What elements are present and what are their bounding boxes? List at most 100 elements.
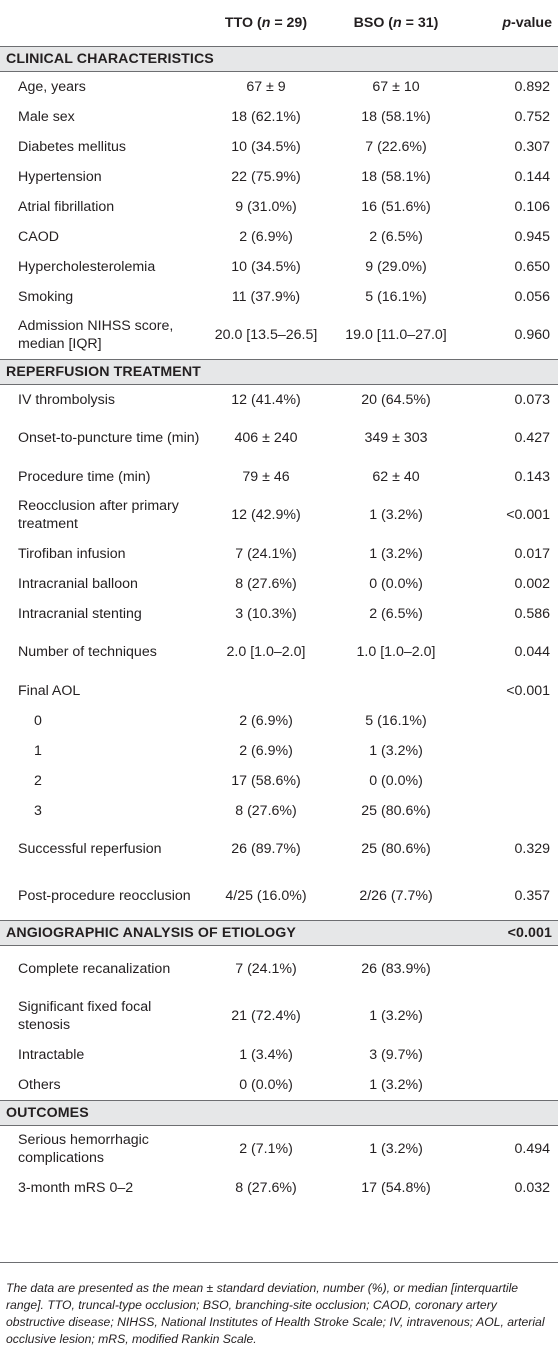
row-label: 2: [34, 772, 42, 789]
tto-value: 22 (75.9%): [231, 168, 301, 185]
row-label: Significant fixed focal stenosis: [18, 999, 152, 1033]
p-value: 0.650: [514, 258, 550, 275]
table-row: Onset-to-puncture time (min) 406 ± 240 349…: [0, 415, 558, 462]
table-row: Smoking 11 (37.9%) 5 (16.1%) 0.056: [0, 282, 558, 312]
bso-value: 19.0 [11.0–27.0]: [345, 327, 447, 343]
row-label: Successful reperfusion: [18, 841, 162, 857]
row-label: Atrial fibrillation: [18, 198, 115, 215]
header-row: TTO (n = 29) BSO (n = 31) p-value: [0, 0, 558, 47]
bso-value: 1.0 [1.0–2.0]: [356, 644, 436, 660]
p-value: 0.032: [514, 1179, 550, 1196]
p-value: 0.073: [514, 391, 550, 408]
bso-value: 3 (9.7%): [369, 1046, 423, 1063]
p-value: 0.307: [514, 138, 550, 155]
tto-value: 67 ± 9: [246, 78, 286, 95]
bso-value: 5 (16.1%): [365, 288, 427, 305]
tto-value: 21 (72.4%): [231, 1008, 301, 1024]
tto-value: 11 (37.9%): [231, 288, 301, 305]
p-value: 0.892: [514, 78, 550, 95]
table-row: IV thrombolysis 12 (41.4%) 20 (64.5%) 0.073: [0, 384, 558, 415]
table-row: Admission NIHSS score, median [IQR] 20.0 …: [0, 312, 558, 360]
tto-value: 406 ± 240: [234, 430, 298, 446]
p-value: 0.106: [514, 198, 550, 215]
p-value: [460, 706, 558, 736]
p-value: 0.017: [514, 545, 550, 562]
section-p-value: [460, 358, 558, 385]
table-footnote: The data are presented as the mean ± sta…: [6, 1281, 545, 1346]
table-row: Final AOL <0.001: [0, 676, 558, 706]
bso-value: 1 (3.2%): [369, 1141, 423, 1157]
row-label: Post-procedure reocclusion: [18, 888, 191, 904]
table-row: Male sex 18 (62.1%) 18 (58.1%) 0.752: [0, 102, 558, 132]
table-row: Procedure time (min) 79 ± 46 62 ± 40 0.143: [0, 462, 558, 492]
table-row: Hypertension 22 (75.9%) 18 (58.1%) 0.144: [0, 162, 558, 192]
row-label: Male sex: [18, 108, 75, 125]
bso-value: 26 (83.9%): [361, 961, 431, 977]
bso-value: 1 (3.2%): [369, 1076, 423, 1093]
row-label: Others: [18, 1076, 61, 1093]
table-row: Post-procedure reocclusion 4/25 (16.0%) 2/…: [0, 873, 558, 921]
tto-value: 26 (89.7%): [231, 841, 301, 857]
bso-value: 0 (0.0%): [369, 575, 423, 592]
table-row: Others 0 (0.0%) 1 (3.2%): [0, 1070, 558, 1101]
row-label: 1: [34, 742, 42, 759]
section-p-value: [460, 1099, 558, 1126]
p-value: 0.945: [514, 228, 550, 245]
tto-value: 20.0 [13.5–26.5]: [214, 327, 318, 343]
row-label: IV thrombolysis: [18, 391, 115, 408]
header-variable: [0, 0, 200, 47]
row-label: Intracranial stenting: [18, 605, 142, 622]
bso-value: 18 (58.1%): [361, 108, 431, 125]
row-label: Diabetes mellitus: [18, 138, 127, 155]
p-value: 0.144: [514, 168, 550, 185]
tto-value: 10 (34.5%): [231, 258, 301, 275]
p-value: 0.044: [514, 644, 550, 660]
header-bso: BSO (n = 31): [332, 0, 460, 47]
table-row: Atrial fibrillation 9 (31.0%) 16 (51.6%) 0.…: [0, 192, 558, 222]
tto-value: 10 (34.5%): [231, 138, 301, 155]
section-title: ANGIOGRAPHIC ANALYSIS OF ETIOLOGY: [0, 919, 460, 946]
tto-value: 7 (24.1%): [235, 545, 297, 562]
tto-value: 2 (7.1%): [239, 1141, 293, 1157]
row-label: Smoking: [18, 288, 74, 305]
row-label: 3: [34, 802, 42, 819]
table-row: 1 2 (6.9%) 1 (3.2%): [0, 736, 558, 766]
row-label: Number of techniques: [18, 644, 157, 660]
bso-value: 67 ± 10: [372, 78, 420, 95]
tto-value: 2 (6.9%): [239, 712, 293, 729]
bso-value: 5 (16.1%): [365, 712, 427, 729]
table-row: Number of techniques 2.0 [1.0–2.0] 1.0 [1.…: [0, 629, 558, 676]
tto-value: 17 (58.6%): [231, 772, 301, 789]
bso-value: 1 (3.2%): [369, 742, 423, 759]
bso-value: [332, 676, 460, 706]
bso-value: 1 (3.2%): [369, 545, 423, 562]
section-header: CLINICAL CHARACTERISTICS: [0, 45, 558, 72]
table-row: 3-month mRS 0–2 8 (27.6%) 17 (54.8%) 0.032: [0, 1173, 558, 1203]
tto-value: 0 (0.0%): [239, 1076, 293, 1093]
table-row: Significant fixed focal stenosis 21 (72.4…: [0, 993, 558, 1040]
p-value: 0.056: [514, 288, 550, 305]
tto-value: 3 (10.3%): [235, 605, 297, 622]
p-value: 0.586: [514, 605, 550, 622]
bso-value: 62 ± 40: [372, 468, 420, 485]
row-label: Intractable: [18, 1046, 85, 1063]
tto-value: 18 (62.1%): [231, 108, 301, 125]
row-label: Hypercholesterolemia: [18, 258, 156, 275]
tto-value: [200, 676, 332, 706]
bso-value: 1 (3.2%): [369, 1008, 423, 1024]
bso-value: 17 (54.8%): [361, 1179, 431, 1196]
table-bottom-rule: [0, 1262, 558, 1263]
section-header: OUTCOMES: [0, 1099, 558, 1126]
tto-value: 2 (6.9%): [239, 228, 293, 245]
tto-value: 1 (3.4%): [239, 1046, 293, 1063]
tto-value: 7 (24.1%): [235, 961, 297, 977]
row-label: Onset-to-puncture time (min): [18, 430, 200, 446]
table-row: 3 8 (27.6%) 25 (80.6%): [0, 796, 558, 826]
p-value: 0.752: [514, 108, 550, 125]
table-row: 2 17 (58.6%) 0 (0.0%): [0, 766, 558, 796]
table-row: Diabetes mellitus 10 (34.5%) 7 (22.6%) 0.30…: [0, 132, 558, 162]
p-value: [460, 1070, 558, 1101]
bso-value: 9 (29.0%): [365, 258, 427, 275]
tto-value: 4/25 (16.0%): [225, 888, 307, 904]
comparison-table: TTO (n = 29) BSO (n = 31) p-value CLINIC…: [0, 0, 558, 1203]
